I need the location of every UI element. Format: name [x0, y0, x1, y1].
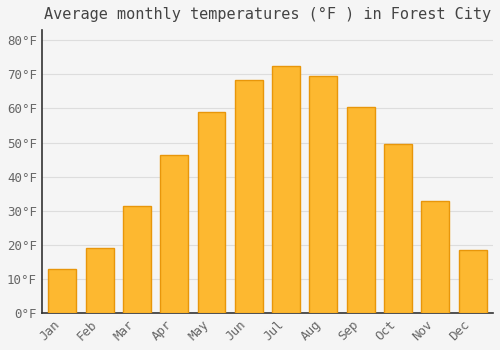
Bar	[272, 66, 300, 313]
Bar	[422, 201, 449, 313]
Title: Average monthly temperatures (°F ) in Forest City: Average monthly temperatures (°F ) in Fo…	[44, 7, 491, 22]
Bar	[86, 248, 114, 313]
Bar	[198, 112, 226, 313]
Bar	[123, 206, 151, 313]
Bar	[48, 269, 76, 313]
Bar	[346, 107, 374, 313]
Bar	[384, 144, 412, 313]
Bar	[310, 76, 338, 313]
Bar	[160, 155, 188, 313]
Bar	[235, 79, 263, 313]
Bar	[458, 250, 486, 313]
